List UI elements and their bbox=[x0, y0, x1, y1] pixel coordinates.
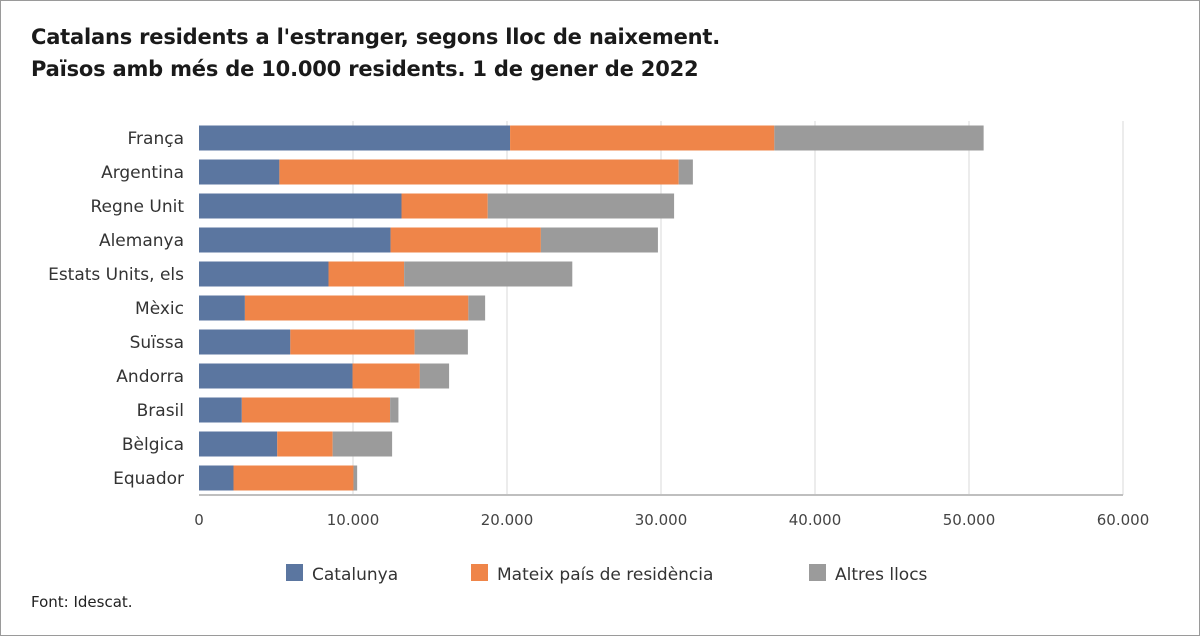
bar-segment bbox=[244, 295, 469, 321]
bar-segment bbox=[678, 159, 693, 185]
bar-segment bbox=[540, 227, 658, 253]
legend-swatch bbox=[471, 564, 488, 581]
category-label: Andorra bbox=[116, 367, 184, 387]
bar-segment bbox=[414, 329, 468, 355]
bar-segment bbox=[199, 227, 391, 253]
bar-segment bbox=[199, 431, 278, 457]
chart-title: Catalans residents a l'estranger, segons… bbox=[31, 25, 721, 49]
x-tick-label: 0 bbox=[194, 511, 204, 529]
bar-segment bbox=[487, 193, 675, 219]
bar-segment bbox=[199, 329, 291, 355]
bar-segment bbox=[353, 465, 358, 491]
bar-segment bbox=[419, 363, 450, 389]
category-label: Estats Units, els bbox=[48, 265, 184, 285]
bar-segment bbox=[390, 227, 541, 253]
x-tick-label: 50.000 bbox=[943, 511, 996, 529]
bar-segment bbox=[233, 465, 354, 491]
bar-segment bbox=[290, 329, 415, 355]
bar-segment bbox=[199, 261, 329, 287]
bar-segment bbox=[199, 397, 242, 423]
category-label: Alemanya bbox=[99, 231, 184, 251]
bar-segment bbox=[332, 431, 393, 457]
legend-label: Altres llocs bbox=[835, 565, 928, 585]
chart-subtitle: Països amb més de 10.000 residents. 1 de… bbox=[31, 57, 699, 81]
bar-segment bbox=[199, 465, 234, 491]
category-label: Equador bbox=[113, 469, 184, 489]
x-tick-label: 20.000 bbox=[481, 511, 534, 529]
bar-segment bbox=[199, 125, 511, 151]
source-note: Font: Idescat. bbox=[31, 593, 133, 611]
legend-label: Mateix país de residència bbox=[497, 565, 713, 585]
x-tick-label: 40.000 bbox=[789, 511, 842, 529]
x-tick-label: 60.000 bbox=[1097, 511, 1150, 529]
bar-segment bbox=[279, 159, 679, 185]
bar-segment bbox=[199, 159, 280, 185]
bar-segment bbox=[199, 363, 353, 389]
legend-swatch bbox=[809, 564, 826, 581]
bar-segment bbox=[401, 193, 488, 219]
bar-segment bbox=[352, 363, 420, 389]
x-tick-label: 10.000 bbox=[327, 511, 380, 529]
bar-segment bbox=[199, 193, 402, 219]
legend-label: Catalunya bbox=[312, 565, 398, 585]
legend-swatch bbox=[286, 564, 303, 581]
x-tick-label: 30.000 bbox=[635, 511, 688, 529]
bar-segment bbox=[241, 397, 391, 423]
bar-segment bbox=[468, 295, 486, 321]
category-label: Regne Unit bbox=[90, 197, 184, 217]
category-label: Suïssa bbox=[130, 333, 184, 353]
category-label: Brasil bbox=[137, 401, 184, 421]
bar-segment bbox=[277, 431, 333, 457]
bar-segment bbox=[328, 261, 405, 287]
category-label: Argentina bbox=[101, 163, 184, 183]
category-label: Mèxic bbox=[135, 299, 184, 319]
bar-segment bbox=[390, 397, 399, 423]
category-label: Bèlgica bbox=[122, 435, 184, 455]
category-label: França bbox=[128, 129, 185, 149]
bar-segment bbox=[774, 125, 984, 151]
bar-segment bbox=[199, 295, 245, 321]
bar-segment bbox=[510, 125, 775, 151]
bar-segment bbox=[404, 261, 573, 287]
